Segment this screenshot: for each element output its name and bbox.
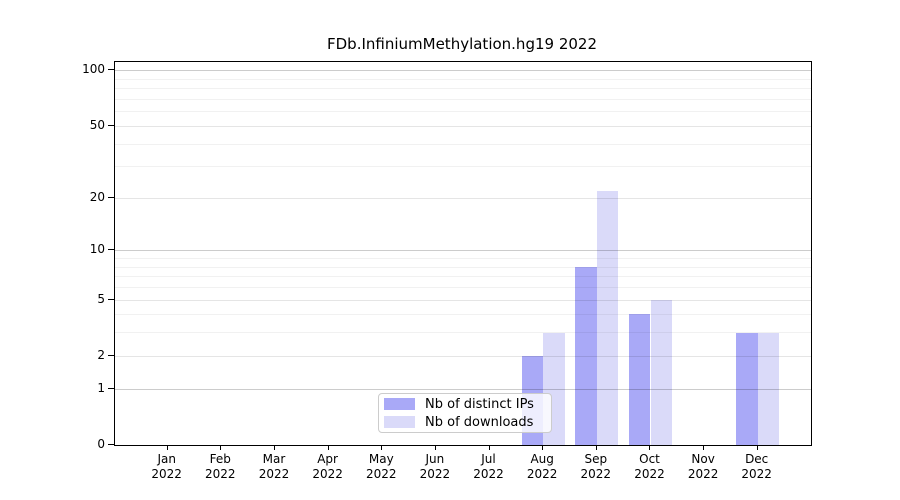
gridline-minor — [115, 258, 811, 259]
x-tick-year: 2022 — [473, 467, 504, 481]
x-tick-mark — [489, 445, 490, 450]
x-tick-mark — [274, 445, 275, 450]
y-tick-label: 2 — [97, 347, 105, 362]
x-tick-label-jul: Jul 2022 — [449, 452, 529, 482]
x-tick-mark — [649, 445, 650, 450]
x-tick-month: Jul — [481, 452, 496, 466]
x-tick-year: 2022 — [580, 467, 612, 481]
bar-oct-nb-of-distinct-ips — [628, 314, 651, 445]
x-tick-month: May — [368, 452, 394, 466]
x-tick-month: Oct — [639, 452, 660, 466]
x-tick-label-apr: Apr 2022 — [288, 452, 368, 482]
x-tick-label-dec: Dec 2022 — [717, 452, 797, 482]
y-tick-mark — [108, 355, 114, 356]
y-tick-mark — [108, 69, 114, 70]
x-tick-label-jun: Jun 2022 — [395, 452, 475, 482]
x-tick-month: Dec — [745, 452, 769, 466]
gridline-major — [115, 356, 811, 357]
x-tick-year: 2022 — [258, 467, 290, 481]
x-tick-mark — [328, 445, 329, 450]
x-tick-year: 2022 — [366, 467, 397, 481]
y-tick-label: 10 — [89, 242, 105, 257]
gridline-minor — [115, 79, 811, 80]
x-tick-label-nov: Nov 2022 — [663, 452, 743, 482]
gridline-minor — [115, 88, 811, 89]
x-tick-year: 2022 — [312, 467, 343, 481]
gridline-minor — [115, 314, 811, 315]
x-tick-month: Apr — [317, 452, 338, 466]
chart-title: FDb.InfiniumMethylation.hg19 2022 — [327, 35, 597, 53]
x-tick-month: Nov — [691, 452, 715, 466]
bar-sep-nb-of-distinct-ips — [575, 266, 597, 445]
gridline-minor — [115, 99, 811, 100]
legend-swatch-nb-of-distinct-ips — [384, 398, 415, 410]
x-tick-mark — [220, 445, 221, 450]
gridline-minor — [115, 276, 811, 277]
y-tick-label: 0 — [97, 437, 105, 451]
y-tick-mark — [108, 125, 114, 126]
gridline-minor — [115, 267, 811, 268]
legend-label: Nb of distinct IPs — [425, 396, 534, 412]
x-tick-year: 2022 — [151, 467, 182, 481]
y-tick-mark — [108, 299, 114, 300]
gridline-minor — [115, 287, 811, 288]
x-tick-label-jan: Jan 2022 — [127, 452, 207, 482]
x-tick-year: 2022 — [205, 467, 236, 481]
y-tick-mark — [108, 197, 114, 198]
x-tick-mark — [596, 445, 597, 450]
x-tick-month: Sep — [584, 452, 608, 466]
x-tick-year: 2022 — [634, 467, 665, 481]
y-tick-label: 20 — [89, 189, 105, 204]
x-tick-label-aug: Aug 2022 — [502, 452, 582, 482]
x-tick-mark — [381, 445, 382, 450]
legend-swatch-nb-of-downloads — [384, 416, 415, 428]
y-tick-label: 100 — [82, 62, 105, 77]
gridline-major — [115, 389, 811, 390]
x-tick-month: Feb — [209, 452, 231, 466]
legend-label: Nb of downloads — [425, 414, 534, 430]
legend-item-nb-of-downloads: Nb of downloads — [384, 415, 545, 430]
x-tick-year: 2022 — [741, 467, 772, 481]
y-tick-mark — [108, 249, 114, 250]
x-tick-mark — [757, 445, 758, 450]
x-tick-month: Mar — [262, 452, 286, 466]
x-tick-label-oct: Oct 2022 — [610, 452, 690, 482]
y-tick-label: 5 — [97, 291, 105, 306]
x-tick-mark — [435, 445, 436, 450]
x-tick-label-feb: Feb 2022 — [180, 452, 260, 482]
x-tick-label-sep: Sep 2022 — [556, 452, 636, 482]
x-tick-month: Aug — [530, 452, 554, 466]
legend: Nb of distinct IPs Nb of downloads — [378, 393, 552, 433]
y-tick-mark — [108, 388, 114, 389]
bar-dec-nb-of-distinct-ips — [736, 332, 758, 445]
gridline-minor — [115, 111, 811, 112]
x-tick-month: Jan — [157, 452, 176, 466]
bar-oct-nb-of-downloads — [650, 299, 673, 445]
bar-dec-nb-of-downloads — [757, 332, 780, 445]
bar-sep-nb-of-downloads — [596, 190, 619, 445]
gridline-major — [115, 198, 811, 199]
y-tick-mark — [108, 444, 114, 445]
plot-area — [114, 61, 812, 446]
x-tick-label-mar: Mar 2022 — [234, 452, 314, 482]
x-tick-year: 2022 — [526, 467, 558, 481]
gridline-major — [115, 70, 811, 71]
x-tick-mark — [167, 445, 168, 450]
x-tick-label-may: May 2022 — [341, 452, 421, 482]
gridline-minor — [115, 332, 811, 333]
y-tick-label: 50 — [89, 117, 105, 132]
x-tick-mark — [542, 445, 543, 450]
x-tick-mark — [703, 445, 704, 450]
gridline-major — [115, 250, 811, 251]
x-tick-month: Jun — [425, 452, 445, 466]
gridline-minor — [115, 166, 811, 167]
x-tick-year: 2022 — [687, 467, 719, 481]
gridline-major — [115, 300, 811, 301]
gridline-major — [115, 126, 811, 127]
y-tick-label: 1 — [97, 380, 105, 395]
x-tick-year: 2022 — [419, 467, 451, 481]
gridline-minor — [115, 144, 811, 145]
legend-item-nb-of-distinct-ips: Nb of distinct IPs — [384, 397, 545, 412]
